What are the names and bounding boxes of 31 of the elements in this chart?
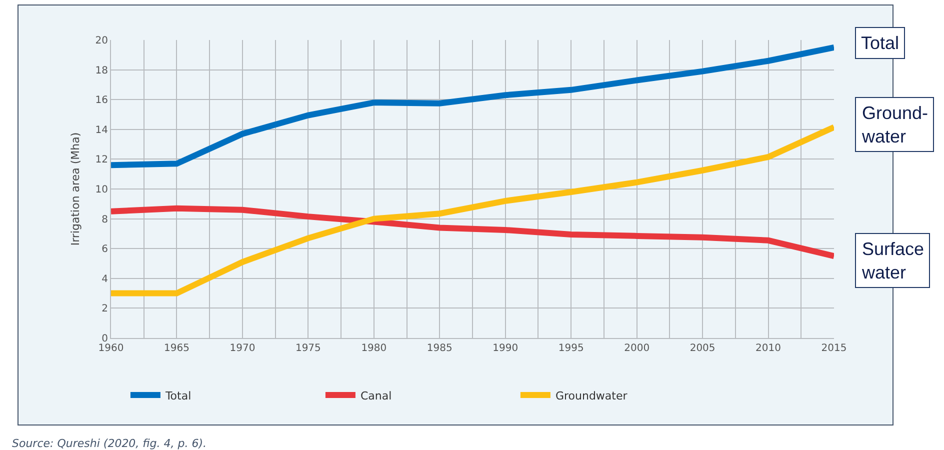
x-tick-label: 1980: [361, 343, 387, 354]
x-tick-label: 2000: [624, 343, 650, 354]
legend-label: Total: [164, 389, 192, 402]
x-tick-label: 2015: [821, 343, 847, 354]
y-tick-label: 20: [95, 36, 108, 46]
y-tick-label: 18: [95, 65, 108, 76]
y-tick-label: 6: [102, 244, 108, 256]
legend-label: Canal: [360, 389, 392, 402]
y-tick-label: 8: [102, 214, 108, 226]
x-tick-label: 1990: [492, 343, 518, 354]
text: Total: [861, 33, 900, 53]
source-note: Source: Qureshi (2020, fig. 4, p. 6).: [12, 437, 207, 450]
y-tick-label: 0: [102, 334, 108, 344]
text: Surface water: [861, 239, 924, 282]
y-tick-label: 4: [102, 274, 108, 285]
y-tick-label: 2: [102, 304, 108, 315]
y-tick-label: 12: [95, 154, 108, 166]
x-tick-label: 1995: [558, 343, 584, 354]
x-tick-label: 2010: [756, 343, 781, 354]
legend-label: Groundwater: [555, 389, 628, 402]
y-tick-label: 14: [95, 124, 108, 136]
y-tick-label: 16: [95, 95, 108, 106]
text: Ground- water: [861, 103, 928, 146]
x-tick-label: 1975: [295, 343, 321, 354]
y-tick-label: 10: [95, 184, 108, 196]
y-axis-title: Irrigation area (Mha): [69, 132, 82, 246]
x-tick-label: 1965: [164, 343, 190, 354]
x-tick-label: 1970: [230, 343, 256, 354]
x-tick-label: 1960: [98, 343, 124, 354]
x-tick-label: 2005: [690, 343, 716, 354]
x-tick-label: 1985: [426, 343, 452, 354]
